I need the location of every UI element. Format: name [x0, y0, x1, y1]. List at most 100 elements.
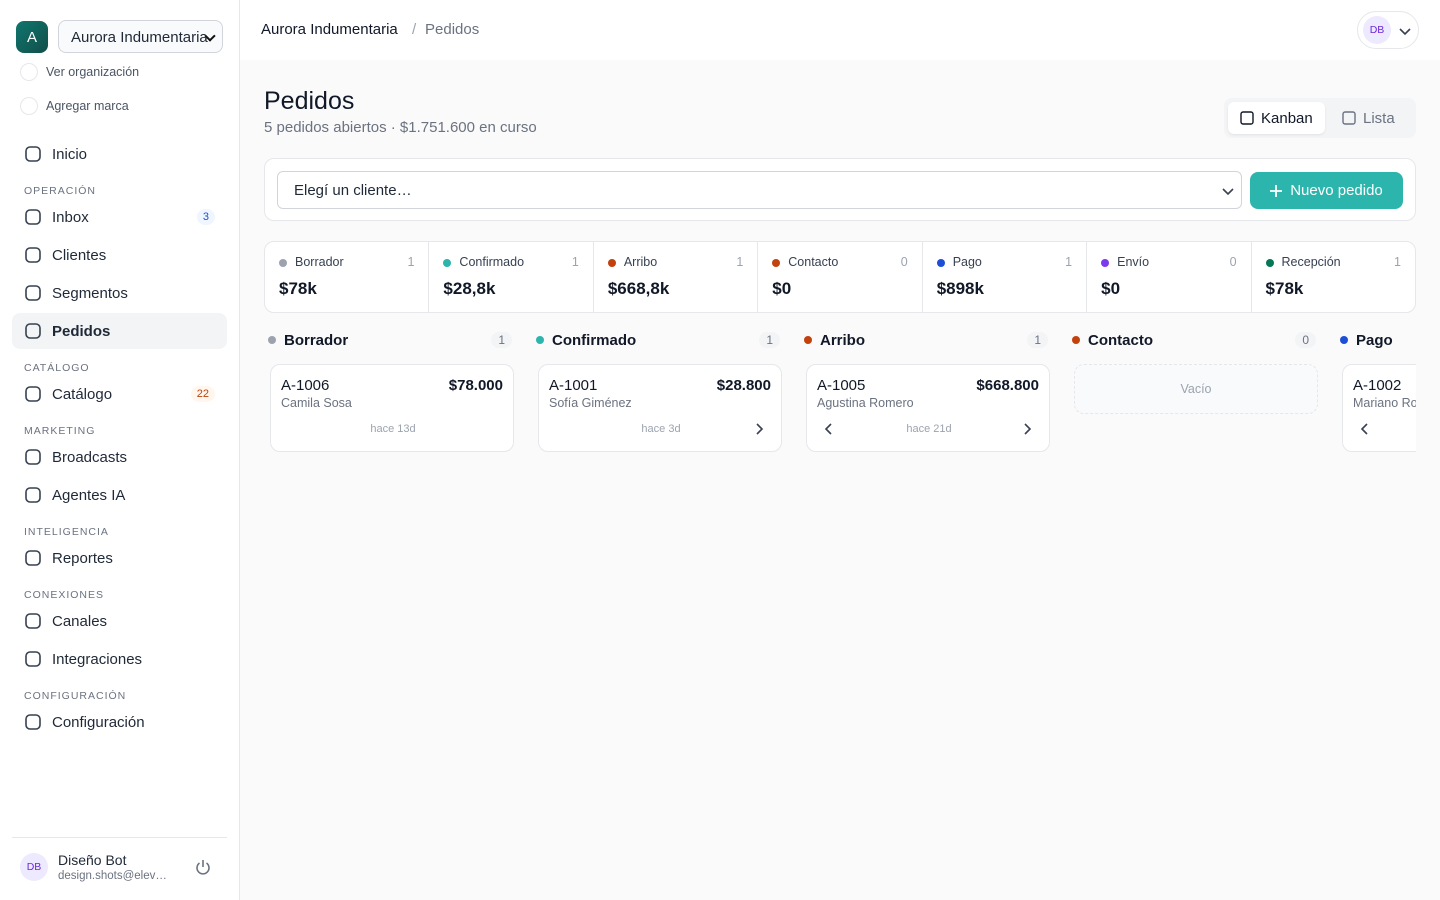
order-amount: $78.000 — [448, 377, 503, 394]
nav-label: Broadcasts — [52, 448, 128, 466]
view-button[interactable]: Kanban — [1228, 102, 1325, 134]
breadcrumb-item[interactable]: Aurora Indumentaria — [261, 21, 398, 38]
nav-label: Inbox — [52, 208, 89, 226]
column-name: Pago — [1356, 332, 1393, 349]
stage-count: 1 — [407, 255, 415, 269]
icon — [25, 247, 41, 263]
stage-total: $78k — [279, 279, 317, 298]
user: DB Diseño Bot design.shots@elev… — [20, 852, 220, 882]
customer-select[interactable]: Elegí un cliente… — [277, 171, 1242, 209]
nav-item[interactable]: Agentes IA — [12, 477, 227, 513]
stage-stat[interactable]: Pago 1 $898k — [921, 242, 1086, 312]
header: Aurora Indumentaria / Pedidos DB — [240, 0, 1440, 60]
order-card[interactable]: A-1006 $78.000 Camila Sosa hace 13d — [270, 364, 514, 452]
divider — [12, 837, 227, 838]
nav-label: Inicio — [52, 145, 88, 163]
next-arrow[interactable] — [1221, 184, 1235, 198]
next-arrow[interactable] — [1398, 24, 1412, 38]
stage-dot — [936, 259, 945, 267]
new-order-button[interactable]: Nuevo pedido — [1250, 172, 1403, 209]
icon — [1270, 184, 1283, 197]
order-customer: Camila Sosa — [281, 396, 352, 410]
nav-label: Agentes IA — [52, 486, 126, 504]
nav-item[interactable]: Reportes — [12, 540, 227, 576]
icon — [25, 146, 41, 162]
sidebar-link[interactable]: Ver organización — [20, 63, 139, 81]
icon — [25, 386, 41, 402]
account-menu[interactable]: DB — [1357, 11, 1419, 49]
stage-dot — [279, 259, 287, 267]
order-age: hace 21d — [906, 423, 952, 435]
nav-label: Segmentos — [52, 284, 128, 302]
nav-item[interactable]: Inbox 3 — [12, 199, 227, 235]
icon — [1342, 111, 1356, 125]
page-subtitle: 5 pedidos abiertos · $1.751.600 en curso — [264, 119, 537, 136]
sidebar: A Aurora Indumentaria Ver organización Agre… — [0, 0, 240, 900]
order-customer: Mariano Ro — [1353, 396, 1416, 410]
icon — [196, 860, 210, 875]
stage-stat[interactable]: Contacto 0 $0 — [757, 242, 921, 312]
nav-label: Integraciones — [52, 650, 143, 668]
nav-item[interactable]: Catálogo 22 — [12, 376, 227, 412]
icon — [20, 63, 38, 81]
column-dot — [1072, 336, 1080, 344]
order-id: A-1001 — [549, 377, 598, 394]
stage-dot — [1265, 259, 1274, 267]
org-select[interactable]: Aurora Indumentaria — [58, 20, 223, 53]
column-name: Contacto — [1088, 332, 1153, 349]
next-arrow[interactable] — [1020, 422, 1034, 436]
nav-item[interactable]: Inicio — [12, 136, 227, 172]
stage-stat[interactable]: Confirmado 1 $28,8k — [428, 242, 592, 312]
icon — [25, 651, 41, 667]
stage-stat[interactable]: Recepción 1 $78k — [1250, 242, 1415, 312]
view-button[interactable]: Lista — [1330, 102, 1407, 134]
stage-total: $898k — [936, 279, 984, 298]
nav-item[interactable]: Configuración — [12, 704, 227, 740]
breadcrumb-sep: / — [412, 21, 417, 38]
next-arrow[interactable] — [752, 422, 766, 436]
stage-count: 0 — [1229, 255, 1237, 269]
stage-stat[interactable]: Envío 0 $0 — [1086, 242, 1250, 312]
stage-dot — [772, 259, 781, 267]
page-title: Pedidos — [264, 87, 355, 115]
section-title: CATÁLOGO — [24, 362, 90, 374]
nav-item[interactable]: Canales — [12, 603, 227, 639]
icon — [25, 550, 41, 566]
nav-label: Clientes — [52, 246, 107, 264]
stage-count: 1 — [571, 255, 579, 269]
stage-stat[interactable]: Arribo 1 $668,8k — [592, 242, 757, 312]
order-customer: Sofía Giménez — [549, 396, 632, 410]
sidebar-link[interactable]: Agregar marca — [20, 97, 129, 115]
nav-item[interactable]: Segmentos — [12, 275, 227, 311]
nav-item[interactable]: Clientes — [12, 237, 227, 273]
stage-count: 1 — [1394, 255, 1401, 269]
column-count: 1 — [1027, 332, 1048, 348]
select-placeholder: Elegí un cliente… — [294, 182, 412, 199]
column-count: 1 — [759, 332, 780, 348]
section-title: INTELIGENCIA — [24, 526, 109, 538]
nav-item[interactable]: Pedidos — [12, 313, 227, 349]
order-card[interactable]: A-1001 $28.800 Sofía Giménez hace 3d — [538, 364, 782, 452]
logout-button[interactable] — [194, 858, 212, 881]
stage-stat[interactable]: Borrador 1 $78k — [265, 242, 428, 312]
org-logo: A — [16, 21, 48, 53]
icon — [25, 323, 41, 339]
nav-label: Pedidos — [52, 322, 111, 340]
stage-dot — [1101, 259, 1110, 267]
stage-name: Borrador — [295, 255, 344, 269]
nav-item[interactable]: Broadcasts — [12, 439, 227, 475]
stage-count: 1 — [736, 255, 744, 269]
view-toggle: Kanban Lista — [1224, 98, 1416, 138]
kanban-board: Borrador 1 A-1006 $78.000 Camila Sosa hace 13… — [264, 326, 1416, 900]
nav-item[interactable]: Integraciones — [12, 641, 227, 677]
icon — [20, 97, 38, 115]
order-card[interactable]: A-1002 Mariano Ro — [1342, 364, 1416, 452]
icon — [1240, 111, 1254, 125]
prev-arrow[interactable] — [822, 422, 836, 436]
order-card[interactable]: A-1005 $668.800 Agustina Romero hace 21d — [806, 364, 1050, 452]
section-title: CONEXIONES — [24, 589, 105, 601]
nav-label: Configuración — [52, 713, 145, 731]
stage-summary: Borrador 1 $78k Confirmado 1 $28,8k Arribo 1 $66… — [264, 241, 1416, 313]
column-dot — [536, 336, 544, 344]
prev-arrow[interactable] — [1358, 422, 1372, 436]
